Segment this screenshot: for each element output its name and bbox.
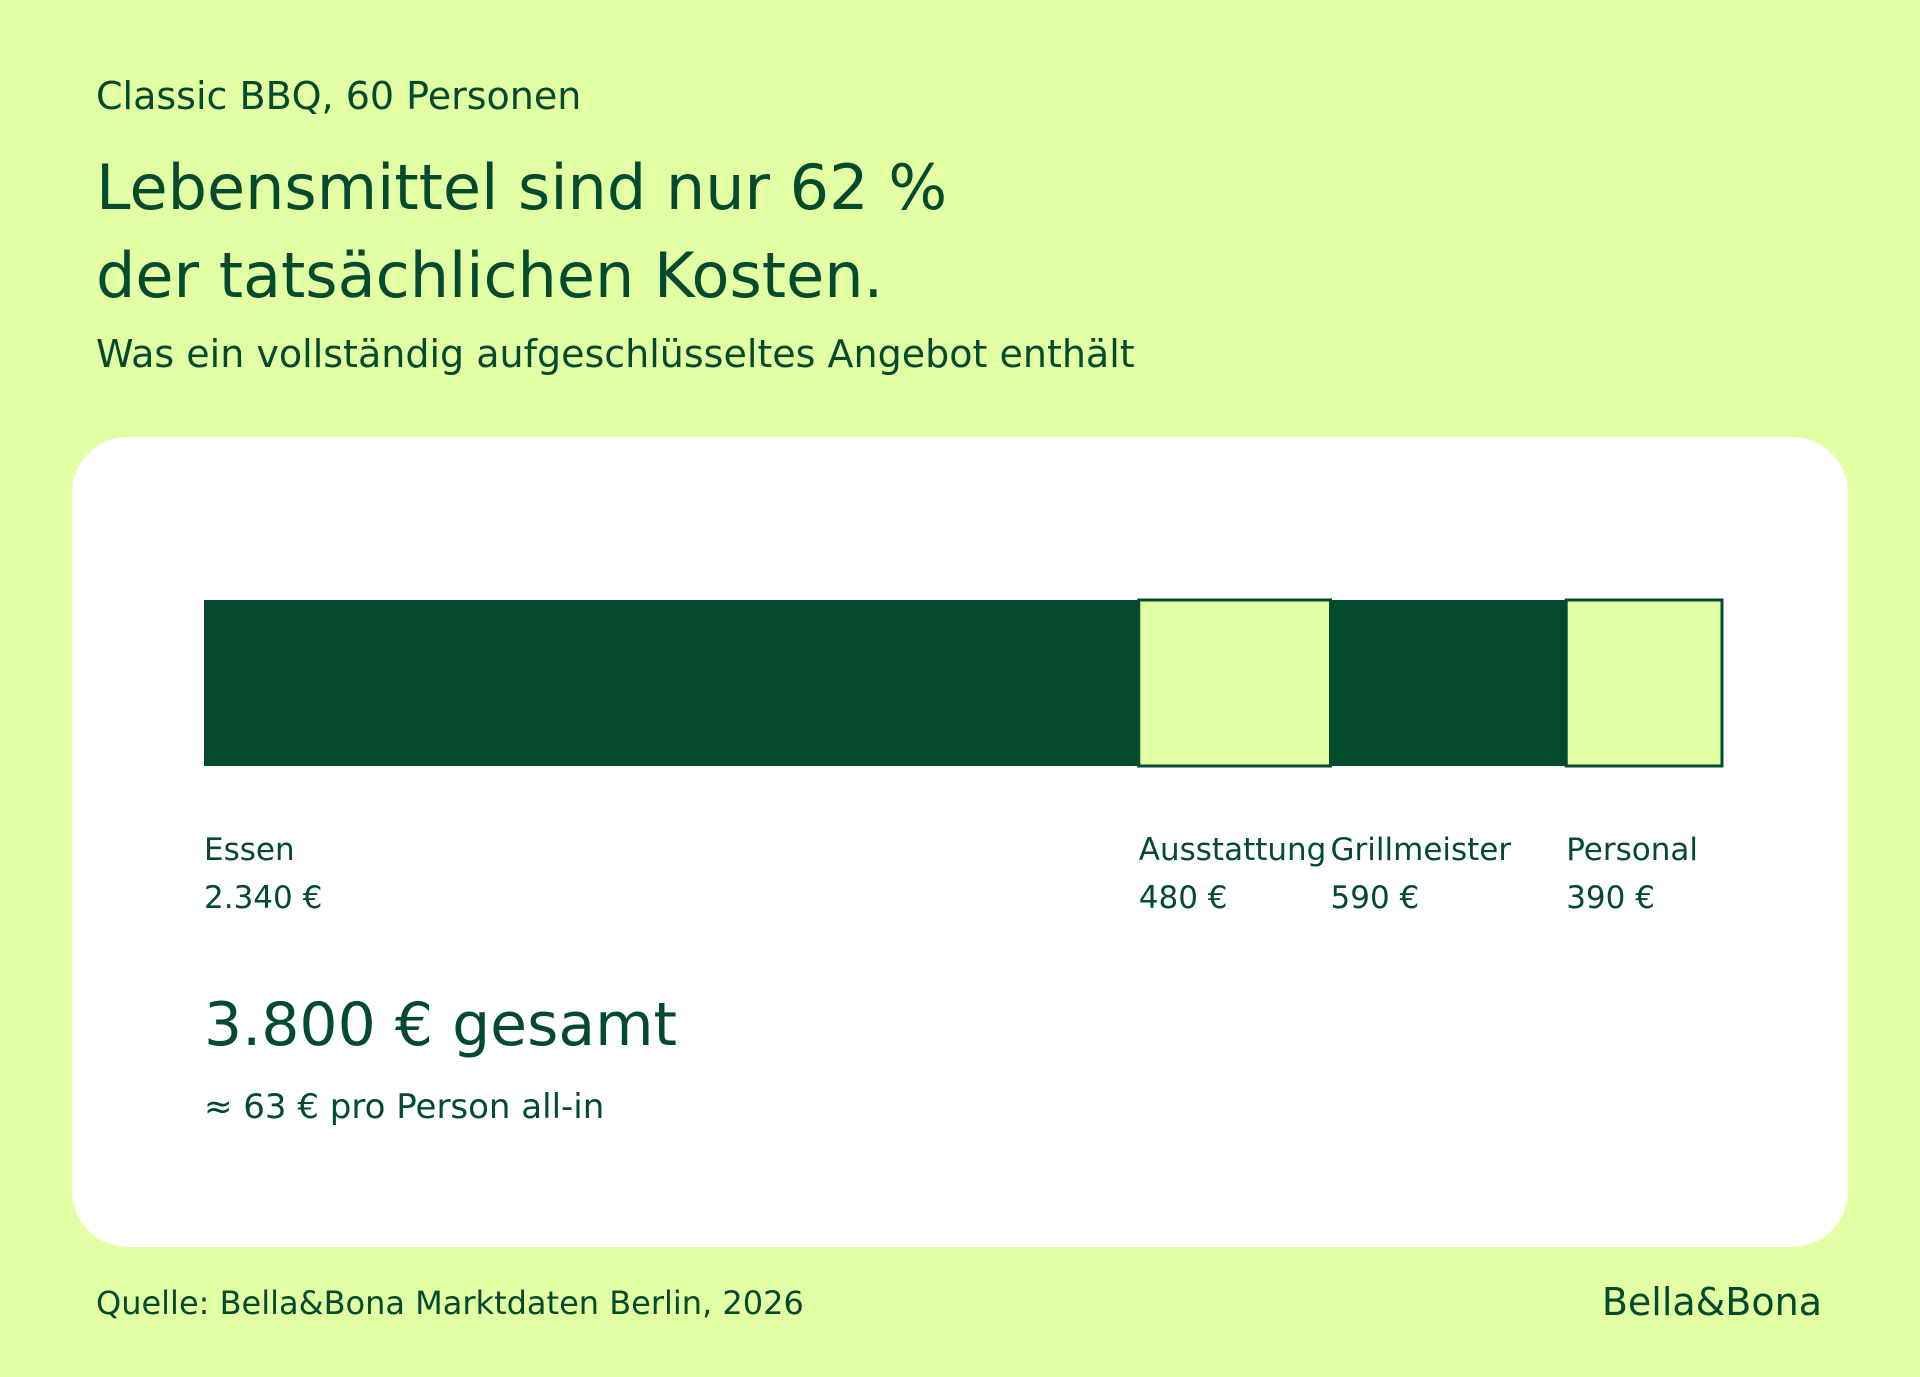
- segment-value: 480 €: [1138, 880, 1228, 916]
- per-person-label: ≈ 63 € pro Person all-in: [204, 1087, 605, 1127]
- title-line-1: Lebensmittel sind nur 62 %: [96, 151, 948, 224]
- segment-name: Grillmeister: [1330, 832, 1512, 868]
- segment-value: 590 €: [1330, 880, 1420, 916]
- bar-segment-ausstattung: [1137, 598, 1333, 768]
- stacked-bar-chart: [204, 598, 1724, 768]
- bar-segment-essen: [204, 600, 1139, 766]
- bar-segment-personal: [1564, 598, 1724, 768]
- title-line-2: der tatsächlichen Kosten.: [96, 239, 884, 312]
- segment-value: 2.340 €: [204, 880, 323, 916]
- eyebrow: Classic BBQ, 60 Personen: [96, 74, 582, 118]
- chart-card: 3.800 € gesamt ≈ 63 € pro Person all-in …: [72, 437, 1848, 1247]
- segment-label-essen: Essen 2.340 €: [204, 826, 322, 922]
- bar-segment-grillmeister: [1330, 600, 1567, 766]
- segment-name: Ausstattung: [1138, 832, 1327, 868]
- source-note: Quelle: Bella&Bona Marktdaten Berlin, 20…: [96, 1284, 804, 1322]
- segment-label-grillmeister: Grillmeister 590 €: [1331, 826, 1512, 922]
- page-title: Lebensmittel sind nur 62 % der tatsächli…: [96, 144, 1396, 320]
- segment-label-personal: Personal 390 €: [1566, 826, 1698, 922]
- segment-label-ausstattung: Ausstattung 480 €: [1139, 826, 1327, 922]
- total-label: 3.800 € gesamt: [204, 990, 678, 1060]
- brand-logo: Bella&Bona: [1601, 1280, 1822, 1324]
- segment-name: Essen: [204, 832, 295, 868]
- segment-value: 390 €: [1566, 880, 1655, 916]
- subtitle: Was ein vollständig aufgeschlüsseltes An…: [96, 332, 1135, 376]
- segment-name: Personal: [1566, 832, 1698, 868]
